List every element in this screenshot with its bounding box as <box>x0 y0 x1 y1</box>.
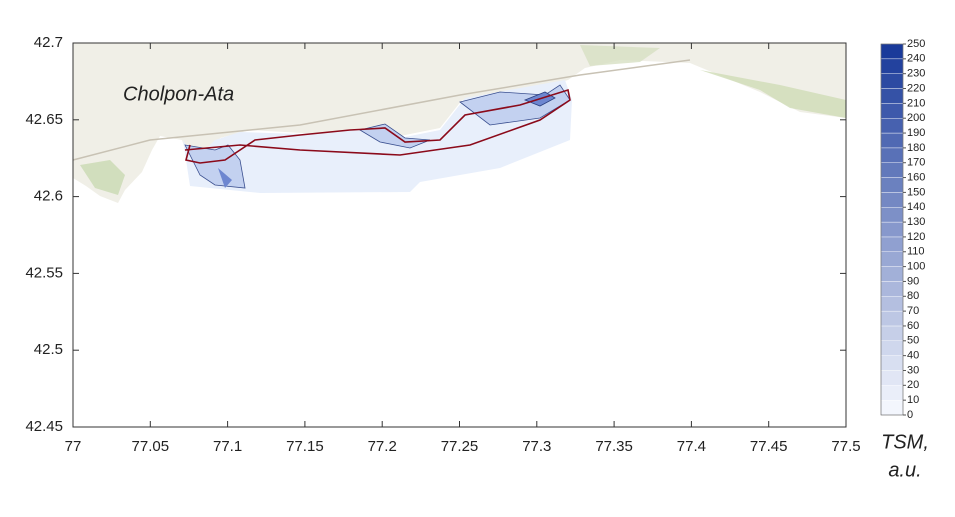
colorbar-segment <box>880 340 904 356</box>
x-tick-label: 77.05 <box>132 438 170 455</box>
colorbar-tick-label: 160 <box>907 171 925 183</box>
colorbar-tick-label: 80 <box>907 290 919 302</box>
y-tick-label: 42.45 <box>25 418 63 435</box>
colorbar-tick-label: 120 <box>907 231 925 243</box>
colorbar-tick-label: 150 <box>907 186 925 198</box>
x-tick-label: 77.4 <box>677 438 706 455</box>
colorbar-tick-label: 240 <box>907 53 925 65</box>
colorbar-label: TSM, <box>881 431 929 453</box>
y-tick-label: 42.7 <box>34 34 63 51</box>
colorbar-tick-label: 110 <box>907 246 925 258</box>
colorbar-tick-label: 0 <box>907 409 913 421</box>
x-tick-label: 77.2 <box>368 438 397 455</box>
colorbar-segment <box>880 399 904 416</box>
colorbar-tick-label: 180 <box>907 142 925 154</box>
colorbar-segment <box>880 73 904 89</box>
colorbar-tick-label: 30 <box>907 364 919 376</box>
colorbar-tick-label: 250 <box>907 38 925 50</box>
colorbar-segment <box>880 266 904 282</box>
colorbar-segment <box>880 117 904 134</box>
colorbar-segment <box>880 43 904 60</box>
colorbar-segment <box>880 281 904 297</box>
colorbar-tick-label: 230 <box>907 68 925 80</box>
contour-fill <box>218 168 232 188</box>
x-tick-label: 77.1 <box>213 438 242 455</box>
colorbar-tick-label: 50 <box>907 335 919 347</box>
colorbar-tick-label: 220 <box>907 82 925 94</box>
y-tick-label: 42.65 <box>25 111 63 128</box>
colorbar-segment <box>880 355 904 371</box>
colorbar-tick-label: 20 <box>907 379 919 391</box>
y-tick-label: 42.55 <box>25 264 63 281</box>
park <box>80 160 125 195</box>
ship-track <box>184 88 571 164</box>
colorbar-tick-label: 140 <box>907 201 925 213</box>
land <box>72 43 846 203</box>
colorbar-segment <box>880 207 904 223</box>
y-tick-label: 42.5 <box>34 341 63 358</box>
colorbar-segment <box>880 88 904 104</box>
colorbar-tick-label: 210 <box>907 97 925 109</box>
road <box>72 59 691 161</box>
x-tick-label: 77 <box>65 438 82 455</box>
colorbar-tick-label: 200 <box>907 112 925 124</box>
colorbar-tick-label: 60 <box>907 320 919 332</box>
park <box>700 70 846 118</box>
x-tick-label: 77.15 <box>286 438 324 455</box>
land-area <box>73 43 846 203</box>
x-tick-label: 77.35 <box>595 438 633 455</box>
colorbar-segment <box>880 103 904 119</box>
colorbar-segment <box>880 236 904 252</box>
x-tick-label: 77.25 <box>441 438 479 455</box>
colorbar-tick-label: 70 <box>907 305 919 317</box>
colorbar-segment <box>880 58 904 74</box>
axes: 77 77.05 77.1 77.15 77.2 77.25 77.3 77.35 77.4 77… <box>25 34 860 455</box>
colorbar-segment <box>880 132 904 149</box>
colorbar-tick-label: 170 <box>907 157 925 169</box>
colorbar-tick-label: 100 <box>907 261 925 273</box>
colorbar-segment <box>880 370 904 386</box>
x-tick-label: 77.5 <box>831 438 860 455</box>
colorbar-segment <box>880 325 904 341</box>
colorbar-segment <box>880 162 904 178</box>
tsm-contours <box>183 80 572 193</box>
colorbar-segment <box>880 385 904 401</box>
colorbar-segment <box>880 192 904 208</box>
colorbar-tick-label: 10 <box>907 394 919 406</box>
colorbar-segment <box>880 310 904 327</box>
colorbar-tick-label: 130 <box>907 216 925 228</box>
park <box>580 45 660 66</box>
x-tick-label: 77.3 <box>522 438 551 455</box>
colorbar-segment <box>880 251 904 267</box>
place-label: Cholpon-Ata <box>123 83 234 105</box>
track-line <box>184 88 571 164</box>
colorbar-segment <box>880 147 904 163</box>
colorbar: 0 10 20 30 40 50 60 70 80 90 100 110 120 130 140 150 160… <box>880 38 929 481</box>
colorbar-tick-label: 90 <box>907 275 919 287</box>
x-tick-label: 77.45 <box>750 438 788 455</box>
colorbar-frame <box>880 43 904 416</box>
colorbar-segment <box>880 296 904 312</box>
colorbar-label: a.u. <box>888 459 921 481</box>
y-tick-label: 42.6 <box>34 188 63 205</box>
colorbar-tick-label: 40 <box>907 350 919 362</box>
colorbar-segment <box>880 221 904 238</box>
colorbar-segment <box>880 177 904 193</box>
colorbar-tick-label: 190 <box>907 127 925 139</box>
